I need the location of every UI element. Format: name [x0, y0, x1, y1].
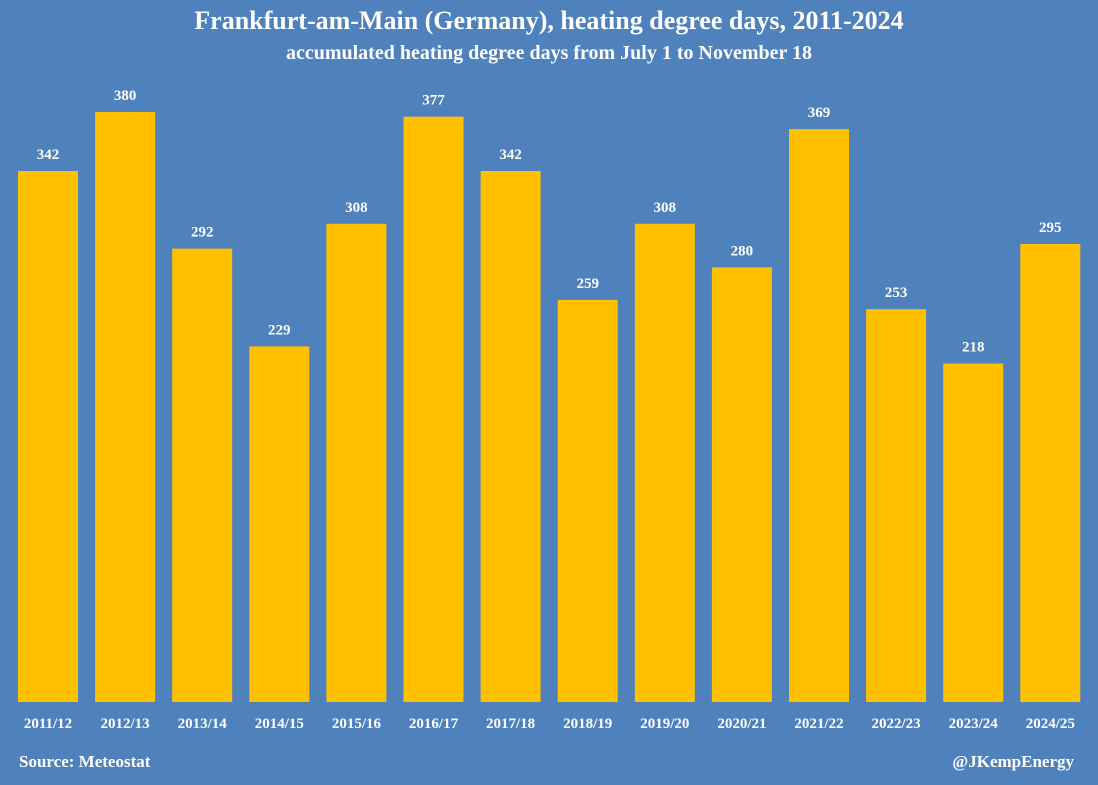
x-tick-label: 2017/18 [486, 716, 535, 732]
bar-2018-19 [557, 299, 618, 702]
data-label: 308 [654, 200, 677, 216]
data-label: 218 [962, 340, 985, 356]
x-tick-label: 2012/13 [101, 716, 150, 732]
bar-2015-16 [326, 223, 387, 703]
chart-subtitle: accumulated heating degree days from Jul… [285, 42, 813, 64]
chart-title: Frankfurt-am-Main (Germany), heating deg… [194, 6, 904, 35]
x-tick-label: 2019/20 [640, 716, 689, 732]
data-label: 253 [885, 285, 908, 301]
data-label: 259 [576, 276, 599, 292]
data-label: 295 [1039, 220, 1062, 236]
author-handle: @JKempEnergy [952, 752, 1074, 771]
x-tick-label: 2015/16 [332, 716, 382, 732]
bar-2017-18 [480, 171, 541, 702]
data-label: 342 [37, 147, 60, 163]
data-label: 280 [731, 243, 754, 259]
x-tick-label: 2011/12 [24, 716, 72, 732]
data-label: 292 [191, 225, 214, 241]
bar-2014-15 [249, 346, 310, 702]
bar-2011-12 [18, 171, 78, 702]
data-label: 380 [114, 88, 137, 104]
data-label: 342 [499, 147, 522, 163]
bar-2013-14 [172, 248, 233, 702]
x-tick-label: 2022/23 [872, 716, 921, 732]
data-label: 229 [268, 322, 291, 338]
x-tick-label: 2014/15 [255, 716, 304, 732]
data-label: 308 [345, 200, 368, 216]
x-tick-label: 2023/24 [949, 716, 999, 732]
bar-2024-25 [1020, 244, 1081, 702]
bar-2022-23 [866, 309, 927, 702]
bar-2016-17 [403, 116, 464, 702]
bar-2020-21 [711, 267, 772, 702]
bar-2019-20 [634, 223, 695, 703]
data-label: 369 [808, 105, 831, 121]
bar-2021-22 [789, 129, 849, 703]
bar-2023-24 [943, 363, 1004, 702]
x-tick-label: 2024/25 [1026, 716, 1075, 732]
x-tick-label: 2018/19 [563, 716, 612, 732]
x-tick-label: 2020/21 [717, 716, 766, 732]
data-label: 377 [422, 93, 445, 109]
bar-2012-13 [95, 112, 156, 702]
x-tick-label: 2016/17 [409, 716, 459, 732]
source-note: Source: Meteostat [19, 752, 151, 771]
x-tick-label: 2021/22 [794, 716, 843, 732]
x-tick-label: 2013/14 [178, 716, 228, 732]
